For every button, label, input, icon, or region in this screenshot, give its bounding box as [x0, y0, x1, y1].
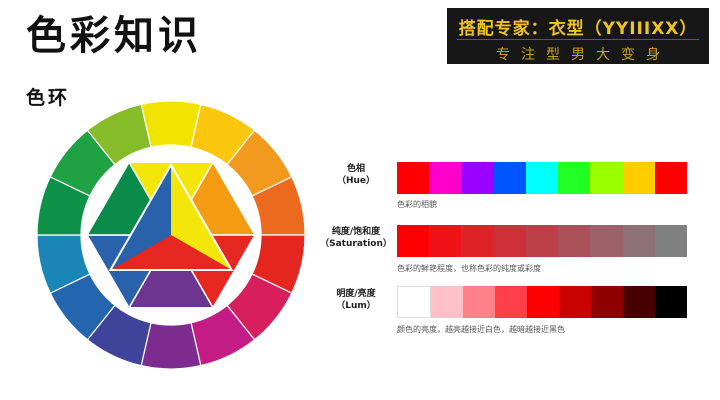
saturation-swatch-3 [461, 225, 494, 257]
saturation-swatch-2 [429, 225, 462, 257]
lum-swatch-1 [397, 286, 431, 318]
saturation-label-title: 纯度/饱和度 [331, 227, 381, 237]
lum-swatch-row [397, 286, 687, 318]
color-wheel [36, 100, 306, 370]
hue-swatch-9 [654, 162, 687, 194]
hue-swatch-3 [461, 162, 494, 194]
hue-label-english: （Hue） [336, 176, 376, 186]
hue-swatch-row [397, 162, 687, 194]
outer-ring-segment-1 [140, 100, 202, 148]
brand-banner: 搭配专家：衣型（YYIIIXX） 专注型男大变身 [447, 8, 709, 64]
page-title: 色彩知识 [26, 13, 202, 59]
section-title: 色环 [26, 87, 71, 109]
hue-label-title: 色相 [346, 164, 365, 174]
lum-swatch-5 [527, 286, 559, 318]
saturation-swatch-7 [590, 225, 623, 257]
outer-ring [36, 100, 306, 370]
brand-name: 搭配专家：衣型（YYIIIXX） [458, 19, 698, 39]
saturation-swatch-5 [525, 225, 559, 257]
hue-swatch-8 [622, 162, 655, 194]
brand-tagline: 专注型男大变身 [496, 47, 671, 63]
saturation-swatch-8 [622, 225, 655, 257]
lum-swatch-8 [623, 286, 655, 318]
inner-triangle-segment-2 [110, 235, 232, 270]
lum-swatch-2 [431, 286, 463, 318]
lum-label-english: （Lum） [336, 301, 376, 311]
lum-swatch-4 [495, 286, 527, 318]
brand-divider [457, 39, 699, 40]
lum-swatch-3 [463, 286, 495, 318]
lum-swatch-7 [591, 286, 623, 318]
saturation-swatch-4 [493, 225, 526, 257]
hue-swatch-5 [525, 162, 559, 194]
inner-triangle [108, 162, 234, 271]
lum-swatch-6 [559, 286, 591, 318]
hue-swatch-2 [429, 162, 462, 194]
saturation-swatch-6 [558, 225, 591, 257]
hue-swatch-4 [493, 162, 526, 194]
hue-swatch-6 [558, 162, 591, 194]
outer-ring-segment-8 [140, 322, 202, 370]
lum-swatch-9 [655, 286, 687, 318]
inner-triangle-outline [108, 162, 234, 271]
saturation-swatch-1 [397, 225, 430, 257]
hue-swatch-1 [397, 162, 430, 194]
saturation-swatch-row [397, 225, 687, 257]
hue-caption: 色彩的相貌 [397, 200, 437, 209]
saturation-caption: 色彩的鲜艳程度，也称色彩的纯度或彩度 [397, 264, 541, 273]
lum-label-title: 明度/亮度 [336, 289, 376, 299]
saturation-swatch-9 [654, 225, 687, 257]
hue-swatch-7 [590, 162, 623, 194]
lum-label: 明度/亮度 （Lum） [318, 288, 394, 312]
saturation-label: 纯度/饱和度 （Saturation） [318, 226, 394, 250]
saturation-label-english: （Saturation） [320, 239, 392, 249]
hue-label: 色相 （Hue） [318, 163, 394, 187]
lum-caption: 颜色的亮度，越亮越接近白色，越暗越接近黑色 [397, 325, 565, 334]
